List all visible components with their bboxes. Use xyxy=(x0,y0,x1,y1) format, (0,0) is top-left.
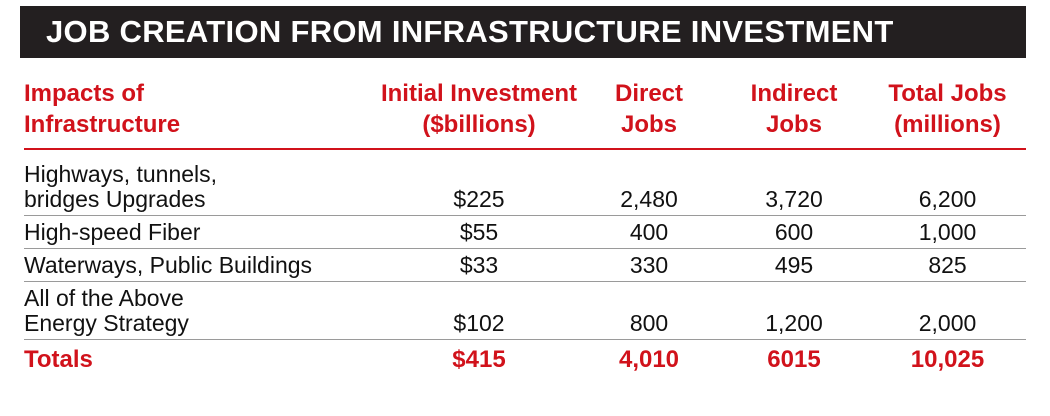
data-table: Impacts of Infrastructure Initial Invest… xyxy=(24,72,1026,377)
cell-direct-jobs: 400 xyxy=(579,215,719,249)
total-total-jobs: 10,025 xyxy=(910,346,985,373)
cell-direct-jobs: 330 xyxy=(579,248,719,282)
cell-direct-jobs: 800 xyxy=(579,281,719,340)
table-row: High-speed Fiber $55 400 600 1,000 xyxy=(24,215,1026,249)
table-row: Highways, tunnels, bridges Upgrades $225… xyxy=(24,149,1026,216)
cell-indirect-jobs: 3,720 xyxy=(719,149,869,216)
cell-indirect-jobs: 600 xyxy=(719,215,869,249)
cell-direct-jobs: 2,480 xyxy=(579,149,719,216)
column-header-indirect-jobs: Indirect Jobs xyxy=(719,72,869,150)
total-initial-investment: $415 xyxy=(452,346,506,373)
table-title: JOB CREATION FROM INFRASTRUCTURE INVESTM… xyxy=(20,6,1026,58)
cell-indirect-jobs: 495 xyxy=(719,248,869,282)
cell-initial-investment: $33 xyxy=(379,248,579,282)
column-header-total-jobs: Total Jobs (millions) xyxy=(869,72,1026,150)
data-table-container: Impacts of Infrastructure Initial Invest… xyxy=(24,72,1026,377)
cell-initial-investment: $225 xyxy=(379,149,579,216)
cell-initial-investment: $55 xyxy=(379,215,579,249)
column-header-impacts: Impacts of Infrastructure xyxy=(24,72,379,150)
cell-total-jobs: 6,200 xyxy=(869,149,1026,216)
row-label: High-speed Fiber xyxy=(24,215,379,249)
column-header-initial-investment: Initial Investment ($billions) xyxy=(379,72,579,150)
cell-total-jobs: 1,000 xyxy=(869,215,1026,249)
total-indirect-jobs: 6015 xyxy=(767,346,821,373)
total-direct-jobs: 4,010 xyxy=(618,346,680,373)
cell-initial-investment: $102 xyxy=(379,281,579,340)
header-row: Impacts of Infrastructure Initial Invest… xyxy=(24,72,1026,150)
table-row: All of the Above Energy Strategy $102 80… xyxy=(24,281,1026,340)
row-label: Highways, tunnels, bridges Upgrades xyxy=(24,149,379,216)
column-header-direct-jobs: Direct Jobs xyxy=(579,72,719,150)
row-label: All of the Above Energy Strategy xyxy=(24,281,379,340)
cell-indirect-jobs: 1,200 xyxy=(719,281,869,340)
table-row: Waterways, Public Buildings $33 330 495 … xyxy=(24,248,1026,282)
cell-total-jobs: 825 xyxy=(869,248,1026,282)
totals-row: Totals $415 4,010 6015 10,025 xyxy=(24,340,1026,378)
cell-total-jobs: 2,000 xyxy=(869,281,1026,340)
row-label: Waterways, Public Buildings xyxy=(24,248,379,282)
totals-label: Totals xyxy=(24,346,93,373)
